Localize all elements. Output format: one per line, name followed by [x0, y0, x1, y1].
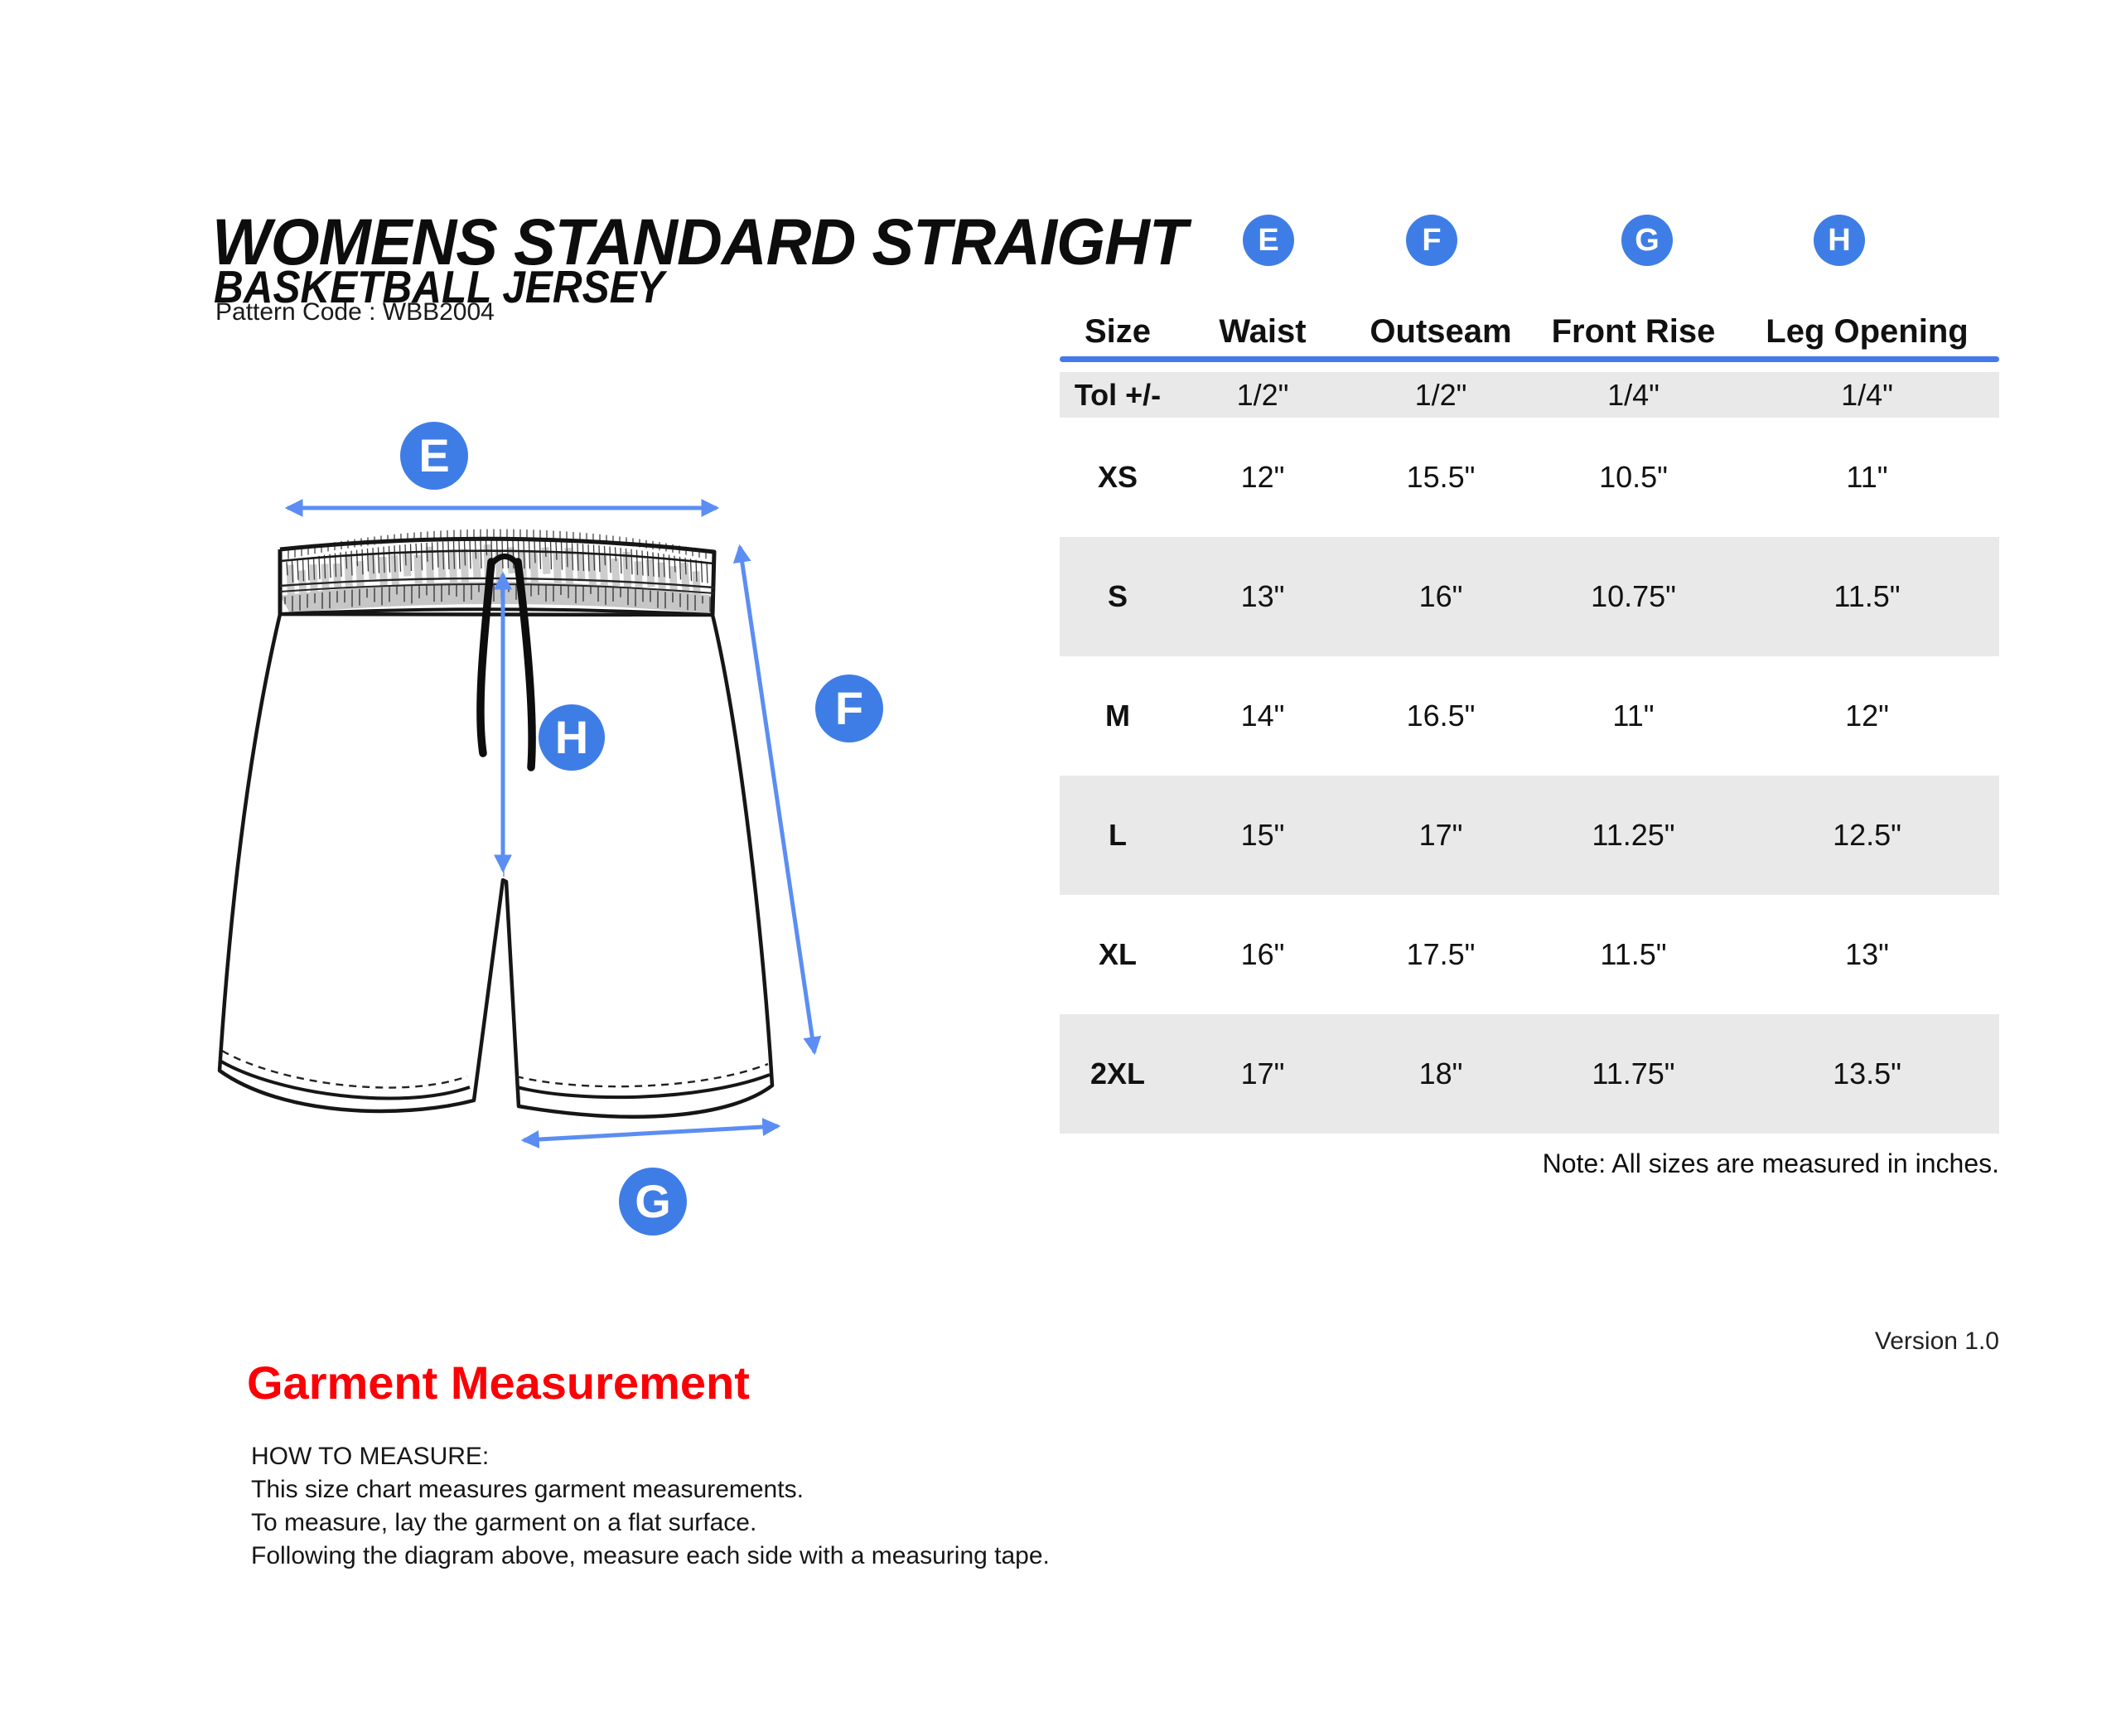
right-hem-stitch	[515, 1062, 769, 1088]
table-row: S 13" 16" 10.75" 11.5"	[1060, 537, 1999, 656]
size-cell: XS	[1097, 460, 1138, 494]
column-header-front-rise: Front Rise	[1551, 313, 1716, 350]
page-subtitle: BASKETBALL JERSEY	[214, 261, 664, 312]
column-header-waist: Waist	[1219, 313, 1307, 350]
svg-text:F: F	[835, 682, 863, 734]
left-hem-stitch	[221, 1049, 468, 1089]
svg-text:H: H	[555, 711, 588, 763]
column-marker-H: H	[1814, 215, 1865, 266]
measurement-note: Note: All sizes are measured in inches.	[1542, 1148, 1999, 1178]
column-header-outseam: Outseam	[1370, 313, 1512, 350]
value-cell: 11.5"	[1600, 937, 1667, 971]
how-to-measure-block: HOW TO MEASURE: This size chart measures …	[251, 1440, 1050, 1573]
diagram-label-F: F	[815, 675, 883, 742]
value-cell: 11"	[1846, 460, 1888, 494]
value-cell: 17"	[1240, 1057, 1285, 1090]
size-cell: L	[1109, 818, 1127, 852]
shorts-body-outline	[217, 612, 775, 1119]
table-row: XS 12" 15.5" 10.5" 11"	[1060, 418, 1999, 537]
value-cell: 10.75"	[1591, 579, 1676, 613]
column-marker-G: G	[1621, 215, 1673, 266]
page-title: WOMENS STANDARD STRAIGHT	[212, 205, 1187, 278]
column-marker-F: F	[1406, 215, 1457, 266]
size-cell: M	[1105, 699, 1130, 733]
size-cell: 2XL	[1089, 1057, 1146, 1090]
table-row: Tol +/- 1/2" 1/2" 1/4" 1/4"	[1060, 372, 1999, 418]
value-cell: 18"	[1418, 1057, 1463, 1090]
column-header-size: Size	[1084, 313, 1152, 350]
outseam-measure-arrow	[732, 544, 822, 1056]
value-cell: 13.5"	[1833, 1057, 1901, 1090]
table-row: XL 16" 17.5" 11.5" 13"	[1060, 895, 1999, 1014]
how-to-measure-line: This size chart measures garment measure…	[251, 1476, 804, 1503]
how-to-measure-line: HOW TO MEASURE:	[251, 1443, 490, 1470]
garment-measurement-heading: Garment Measurement	[247, 1356, 750, 1409]
diagram-label-H: H	[539, 704, 605, 771]
right-hem-line	[516, 1073, 771, 1100]
size-cell: XL	[1098, 937, 1137, 971]
diagram-label-E: E	[400, 422, 468, 490]
version-label: Version 1.0	[1874, 1327, 1999, 1355]
value-cell: 17"	[1418, 818, 1463, 852]
shorts-diagram: E H F G	[217, 422, 883, 1236]
value-cell: 16"	[1240, 937, 1285, 971]
value-cell: 11.25"	[1592, 818, 1675, 852]
waistband-inner-line	[280, 549, 714, 565]
table-row: L 15" 17" 11.25" 12.5"	[1060, 776, 1999, 895]
value-cell: 17.5"	[1406, 937, 1476, 971]
pattern-code: Pattern Code : WBB2004	[215, 298, 495, 326]
value-cell: 15"	[1240, 818, 1285, 852]
value-cell: 12.5"	[1833, 818, 1901, 852]
value-cell: 1/4"	[1841, 377, 1893, 412]
value-cell: 15.5"	[1406, 460, 1476, 494]
size-chart-header: Size Waist Outseam Front Rise Leg Openin…	[1060, 302, 1999, 350]
drawstring-left-cord	[476, 558, 495, 757]
svg-text:G: G	[635, 1175, 671, 1227]
drawstring-right-cord	[514, 558, 536, 771]
column-header-leg-opening: Leg Opening	[1766, 313, 1969, 350]
svg-text:E: E	[418, 429, 449, 481]
how-to-measure-line: To measure, lay the garment on a flat su…	[251, 1509, 757, 1536]
value-cell: 10.5"	[1599, 460, 1668, 494]
table-row: M 14" 16.5" 11" 12"	[1060, 656, 1999, 776]
waistband-outline	[278, 536, 717, 616]
value-cell: 1/2"	[1236, 377, 1289, 412]
value-cell: 12"	[1240, 460, 1285, 494]
value-cell: 11"	[1612, 699, 1655, 733]
value-cell: 11.75"	[1592, 1057, 1675, 1090]
value-cell: 1/2"	[1414, 377, 1467, 412]
value-cell: 14"	[1240, 699, 1285, 733]
value-cell: 16.5"	[1406, 699, 1476, 733]
value-cell: 1/4"	[1607, 377, 1660, 412]
value-cell: 11.5"	[1834, 579, 1901, 613]
size-chart-body: Tol +/- 1/2" 1/2" 1/4" 1/4" XS 12" 15.5" 10.5" 11…	[1060, 372, 1999, 1134]
how-to-measure-line: Following the diagram above, measure eac…	[251, 1542, 1050, 1569]
value-cell: 16"	[1418, 579, 1463, 613]
header-rule	[1060, 356, 1999, 362]
leg-opening-measure-arrow	[520, 1118, 781, 1148]
column-marker-E: E	[1243, 215, 1294, 266]
value-cell: 13"	[1240, 579, 1285, 613]
diagram-label-G: G	[619, 1168, 687, 1236]
value-cell: 12"	[1845, 699, 1889, 733]
table-row: 2XL 17" 18" 11.75" 13.5"	[1060, 1014, 1999, 1134]
size-cell: S	[1107, 579, 1128, 613]
left-hem-line	[220, 1060, 471, 1100]
size-cell: Tol +/-	[1074, 377, 1162, 412]
value-cell: 13"	[1845, 937, 1889, 971]
